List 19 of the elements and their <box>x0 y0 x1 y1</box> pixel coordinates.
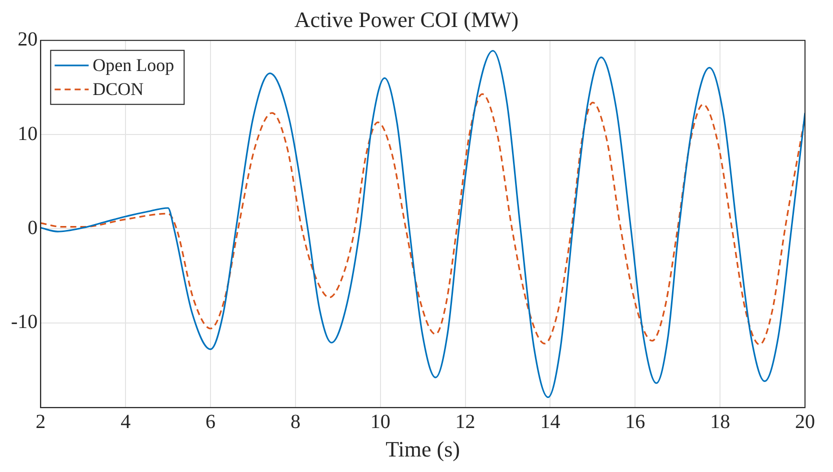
x-tick-label: 16 <box>625 410 646 433</box>
chart-title: Active Power COI (MW) <box>294 6 519 32</box>
x-tick-label: 10 <box>370 410 390 433</box>
y-tick-label: 10 <box>18 122 38 145</box>
y-tick-label: 0 <box>28 216 38 239</box>
legend-label: DCON <box>92 79 144 100</box>
x-tick-label: 18 <box>710 410 730 433</box>
line-series <box>40 50 805 398</box>
x-axis-title: Time (s) <box>386 436 460 462</box>
x-tick-label: 4 <box>120 410 131 433</box>
y-tick-label: 20 <box>18 28 38 51</box>
legend-label: Open Loop <box>92 55 174 76</box>
x-tick-label: 8 <box>290 410 300 433</box>
x-tick-label: 14 <box>540 410 560 433</box>
x-tick-label: 6 <box>206 410 216 433</box>
y-tick-label: -10 <box>10 311 38 334</box>
x-tick-label: 20 <box>795 410 815 433</box>
x-tick-label: 12 <box>455 410 476 433</box>
x-tick-label: 2 <box>36 410 46 433</box>
